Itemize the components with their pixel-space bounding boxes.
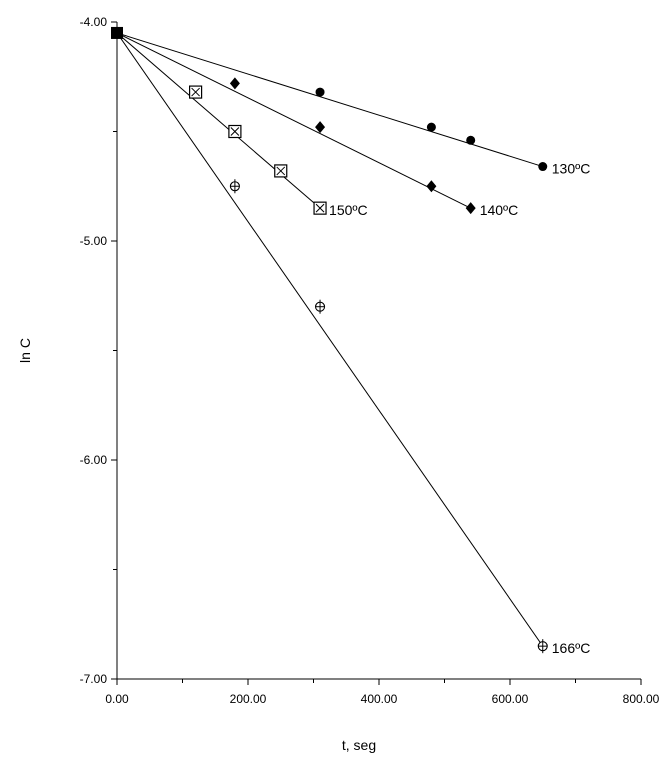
- series-label: 150ºC: [329, 202, 368, 218]
- data-point: [189, 85, 203, 99]
- diamond-marker: [229, 77, 240, 90]
- data-point: [465, 202, 476, 215]
- x-tick-label: 200.00: [230, 692, 267, 706]
- diamond-marker: [426, 180, 437, 193]
- box-marker-cross: [191, 87, 200, 97]
- y-tick-label: -5.00: [80, 234, 108, 248]
- origin-point: [111, 26, 123, 39]
- fit-line: [116, 32, 543, 168]
- data-point: [228, 124, 242, 139]
- x-tick-label: 0.00: [105, 692, 129, 706]
- data-point: [538, 162, 548, 172]
- box-marker-cross: [230, 127, 240, 136]
- circle-marker: [538, 162, 548, 172]
- x-tick-label: 400.00: [361, 692, 398, 706]
- series-label: 166ºC: [552, 640, 591, 656]
- circle-marker: [426, 122, 436, 132]
- data-point: [537, 639, 548, 654]
- data-point: [466, 135, 476, 145]
- labels: 130ºC 140ºC 150ºC 166ºC: [329, 161, 590, 657]
- series-label: 140ºC: [480, 202, 519, 218]
- y-tick-label: -6.00: [80, 453, 108, 467]
- x-axis-title: t, seg: [342, 737, 376, 753]
- data-point: [315, 121, 326, 134]
- x-tick-label: 600.00: [492, 692, 529, 706]
- data-point: [315, 87, 325, 97]
- y-tick-label: -4.00: [80, 15, 108, 29]
- markers: [111, 26, 548, 654]
- y-tick-label: -7.00: [80, 672, 108, 686]
- box-marker-cross: [276, 166, 286, 176]
- data-point: [229, 179, 240, 194]
- data-point: [274, 164, 288, 178]
- diamond-marker: [465, 202, 476, 215]
- fit-line: [116, 32, 471, 209]
- box-marker-cross: [315, 203, 325, 213]
- series-label: 130ºC: [552, 161, 591, 177]
- y-axis-title: ln C: [17, 338, 33, 363]
- data-point: [426, 180, 437, 193]
- fit-line: [116, 32, 544, 647]
- axes: -4.00 -5.00 -6.00 -7.00 0.00 200.00 400.00 600.…: [80, 15, 660, 706]
- circle-marker: [466, 135, 476, 145]
- fit-line: [116, 32, 321, 209]
- data-point: [313, 201, 327, 215]
- data-point: [229, 77, 240, 90]
- circle-marker: [315, 87, 325, 97]
- data-point: [314, 299, 326, 314]
- fit-lines: [116, 32, 544, 647]
- diamond-marker: [315, 121, 326, 134]
- x-tick-label: 800.00: [623, 692, 660, 706]
- data-point: [426, 122, 436, 132]
